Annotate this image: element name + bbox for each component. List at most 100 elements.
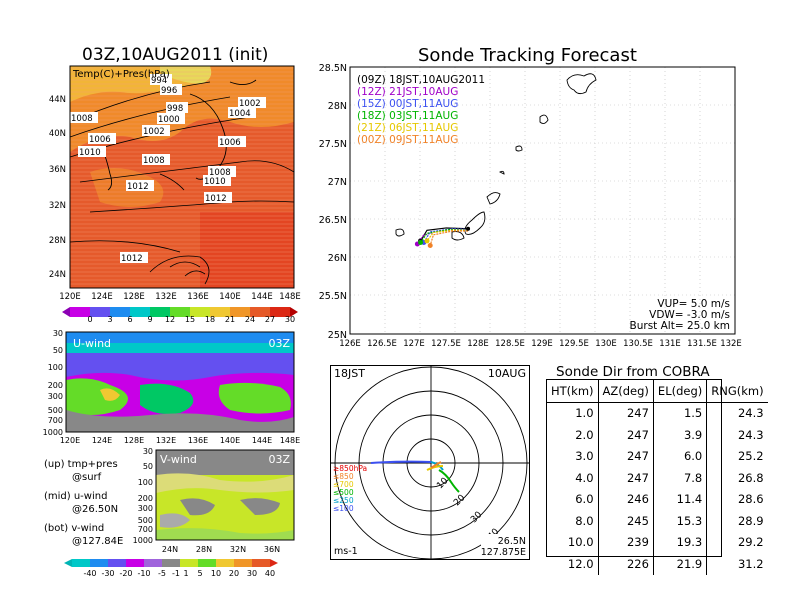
svg-text:28N: 28N (328, 101, 347, 112)
svg-text:03Z: 03Z (268, 337, 290, 350)
svg-text:40N: 40N (49, 129, 66, 139)
svg-text:24N: 24N (49, 270, 66, 280)
svg-text:-20: -20 (119, 569, 132, 578)
svg-text:32N: 32N (230, 545, 246, 554)
svg-text:24N: 24N (162, 545, 178, 554)
svg-text:128E: 128E (123, 292, 145, 302)
svg-text:30: 30 (53, 329, 63, 338)
svg-text:(09Z) 18JST,10AUG2011: (09Z) 18JST,10AUG2011 (357, 74, 485, 86)
svg-text:131E: 131E (659, 339, 681, 349)
svg-text:1012: 1012 (121, 254, 143, 264)
svg-text:100: 100 (138, 478, 153, 487)
col-rng: RNG(km) (706, 380, 768, 403)
svg-text:9: 9 (147, 315, 152, 324)
landing-point (427, 243, 433, 249)
svg-text:21: 21 (225, 315, 235, 324)
svg-text:300: 300 (48, 392, 63, 401)
svg-text:03Z: 03Z (268, 453, 290, 466)
svg-text:28N: 28N (196, 545, 212, 554)
table-row: 1.0 247 1.5 24.3 (547, 402, 768, 424)
table-row: 10.0 239 19.3 29.2 (547, 531, 768, 553)
svg-text:1010: 1010 (204, 177, 226, 187)
svg-text:132E: 132E (720, 339, 742, 349)
svg-text:140E: 140E (220, 436, 240, 445)
svg-text:1008: 1008 (143, 156, 165, 166)
svg-text:1002: 1002 (239, 99, 261, 109)
launch-point (466, 226, 471, 231)
svg-text:-10: -10 (137, 569, 150, 578)
svg-text:18JST: 18JST (334, 367, 365, 380)
svg-text:-40: -40 (83, 569, 96, 578)
svg-text:≤850: ≤850 (333, 472, 354, 481)
svg-text:1010: 1010 (79, 148, 101, 158)
col-az: AZ(deg) (597, 380, 654, 403)
vwind-colorbar: -40 -30 -20 -10 -5 -1 1 5 10 20 30 40 (64, 559, 278, 578)
sonde-dir-table: HT(km) AZ(deg) EL(deg) RNG(km) 1.0 247 1.5… (546, 379, 768, 575)
svg-text:15: 15 (185, 315, 195, 324)
svg-text:27: 27 (265, 315, 275, 324)
svg-text:300: 300 (138, 504, 153, 513)
svg-text:50: 50 (53, 346, 63, 355)
svg-text:700: 700 (138, 525, 153, 534)
svg-text:VUP= 5.0 m/s: VUP= 5.0 m/s (657, 298, 730, 310)
svg-text:1: 1 (183, 569, 188, 578)
svg-text:1008: 1008 (209, 168, 231, 178)
svg-text:≥850hPa: ≥850hPa (333, 464, 367, 473)
svg-text:-30: -30 (101, 569, 114, 578)
isobar-labels: 994 996 998 1000 1002 1002 1004 1006 100… (70, 74, 266, 264)
svg-text:ms-1: ms-1 (334, 546, 358, 557)
svg-text:500: 500 (48, 406, 63, 415)
svg-text:(18Z) 03JST,11AUG: (18Z) 03JST,11AUG (357, 110, 458, 122)
svg-text:28N: 28N (49, 236, 66, 246)
col-ht: HT(km) (547, 380, 599, 403)
svg-text:124E: 124E (92, 436, 112, 445)
svg-text:50: 50 (143, 462, 153, 471)
svg-text:5: 5 (197, 569, 202, 578)
svg-text:144E: 144E (252, 436, 272, 445)
svg-text:32N: 32N (49, 201, 66, 211)
table-row: 2.0 247 3.9 24.3 (547, 424, 768, 446)
svg-text:127.875E: 127.875E (481, 547, 526, 558)
svg-text:44N: 44N (49, 95, 66, 105)
table-row: 4.0 247 7.8 26.8 (547, 467, 768, 489)
svg-text:127E: 127E (403, 339, 425, 349)
svg-text:120E: 120E (60, 436, 80, 445)
svg-text:130.5E: 130.5E (623, 339, 653, 349)
u-wind-section: U-wind 03Z 30 50 100 200 300 500 700 100… (43, 329, 301, 445)
track-line (423, 228, 469, 243)
col-el: EL(deg) (652, 380, 707, 403)
table-row: 3.0 247 6.0 25.2 (547, 445, 768, 467)
svg-text:994: 994 (151, 76, 167, 86)
svg-text:36N: 36N (49, 165, 66, 175)
temp-colorbar (62, 307, 298, 317)
track-line (429, 230, 469, 246)
svg-text:≤500: ≤500 (333, 488, 354, 497)
tracking-title: Sonde Tracking Forecast (418, 45, 637, 66)
svg-text:Burst Alt= 25.0 km: Burst Alt= 25.0 km (630, 320, 730, 332)
svg-text:≤100: ≤100 (333, 504, 354, 513)
svg-text:1008: 1008 (71, 114, 93, 124)
svg-text:(00Z) 09JST,11AUG: (00Z) 09JST,11AUG (357, 134, 458, 146)
hodograph-traces (370, 460, 460, 493)
temp-pressure-map: 994 996 998 1000 1002 1002 1004 1006 100… (49, 65, 301, 324)
svg-text:1004: 1004 (229, 109, 251, 119)
svg-text:12: 12 (165, 315, 175, 324)
landing-point (418, 239, 424, 245)
svg-text:1012: 1012 (127, 182, 149, 192)
svg-text:120E: 120E (59, 292, 81, 302)
svg-text:30: 30 (247, 569, 257, 578)
svg-text:1000: 1000 (133, 536, 153, 545)
svg-text:26.5N: 26.5N (319, 215, 347, 226)
svg-text:100: 100 (48, 363, 63, 372)
svg-text:40: 40 (265, 569, 275, 578)
svg-text:-1: -1 (172, 569, 180, 578)
hodograph: 10 20 30 40 18JST 10AUG ≥850hPa ≤850 ≤70… (331, 366, 529, 560)
svg-text:1012: 1012 (205, 194, 227, 204)
svg-text:200: 200 (138, 494, 153, 503)
svg-text:24: 24 (245, 315, 255, 324)
svg-text:500: 500 (138, 516, 153, 525)
section-notes: (up) tmp+pres @surf (mid) u-wind @26.50N… (44, 459, 124, 547)
svg-text:(12Z) 21JST,10AUG: (12Z) 21JST,10AUG (357, 86, 458, 98)
svg-text:700: 700 (48, 416, 63, 425)
svg-text:131.5E: 131.5E (687, 339, 717, 349)
